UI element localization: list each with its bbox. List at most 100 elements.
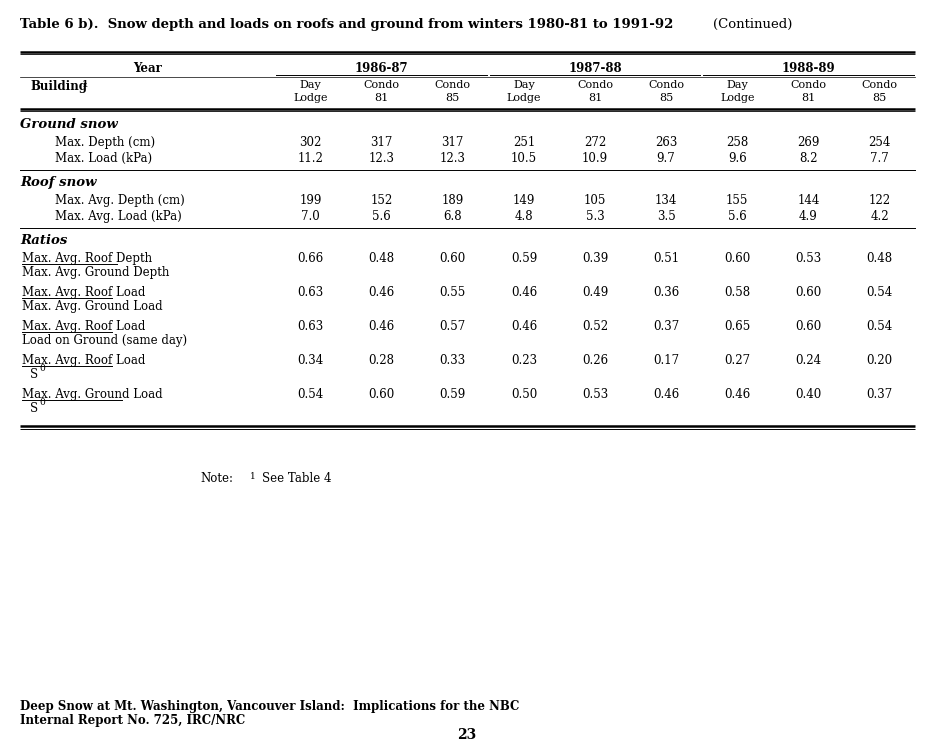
Text: 1: 1 xyxy=(82,80,89,89)
Text: 0.60: 0.60 xyxy=(368,388,395,401)
Text: 0.66: 0.66 xyxy=(297,252,324,265)
Text: 258: 258 xyxy=(726,136,748,149)
Text: Year: Year xyxy=(133,62,162,75)
Text: 134: 134 xyxy=(654,194,677,207)
Text: 10.9: 10.9 xyxy=(582,152,608,165)
Text: 11.2: 11.2 xyxy=(297,152,324,165)
Text: 0.17: 0.17 xyxy=(653,354,679,367)
Text: (Continued): (Continued) xyxy=(713,18,792,31)
Text: 0.26: 0.26 xyxy=(582,354,608,367)
Text: 0.49: 0.49 xyxy=(582,286,608,299)
Text: 0.63: 0.63 xyxy=(297,320,324,333)
Text: 0.65: 0.65 xyxy=(724,320,751,333)
Text: Max. Avg. Roof Depth: Max. Avg. Roof Depth xyxy=(22,252,152,265)
Text: 1988-89: 1988-89 xyxy=(782,62,835,75)
Text: Deep Snow at Mt. Washington, Vancouver Island:  Implications for the NBC: Deep Snow at Mt. Washington, Vancouver I… xyxy=(20,700,519,713)
Text: Max. Avg. Load (kPa): Max. Avg. Load (kPa) xyxy=(55,210,181,223)
Text: Ground snow: Ground snow xyxy=(20,118,118,131)
Text: 0.60: 0.60 xyxy=(795,320,822,333)
Text: 85: 85 xyxy=(659,93,673,103)
Text: 0.58: 0.58 xyxy=(725,286,750,299)
Text: 122: 122 xyxy=(869,194,890,207)
Text: Max. Avg. Roof Load: Max. Avg. Roof Load xyxy=(22,286,145,299)
Text: 12.3: 12.3 xyxy=(368,152,395,165)
Text: Building: Building xyxy=(30,80,87,93)
Text: 0.59: 0.59 xyxy=(439,388,466,401)
Text: Condo: Condo xyxy=(790,80,827,90)
Text: Max. Avg. Ground Load: Max. Avg. Ground Load xyxy=(22,300,163,313)
Text: 0.54: 0.54 xyxy=(867,320,893,333)
Text: 0.57: 0.57 xyxy=(439,320,466,333)
Text: 189: 189 xyxy=(441,194,464,207)
Text: 4.9: 4.9 xyxy=(799,210,818,223)
Text: 3.5: 3.5 xyxy=(656,210,675,223)
Text: 272: 272 xyxy=(583,136,606,149)
Text: Lodge: Lodge xyxy=(720,93,755,103)
Text: Max. Avg. Depth (cm): Max. Avg. Depth (cm) xyxy=(55,194,185,207)
Text: S: S xyxy=(30,368,38,381)
Text: 149: 149 xyxy=(512,194,535,207)
Text: 302: 302 xyxy=(299,136,322,149)
Text: Table 6 b).  Snow depth and loads on roofs and ground from winters 1980-81 to 19: Table 6 b). Snow depth and loads on roof… xyxy=(20,18,678,31)
Text: 0.46: 0.46 xyxy=(653,388,679,401)
Text: 0.37: 0.37 xyxy=(653,320,679,333)
Text: Load on Ground (same day): Load on Ground (same day) xyxy=(22,334,187,347)
Text: 0.20: 0.20 xyxy=(867,354,893,367)
Text: 12.3: 12.3 xyxy=(439,152,466,165)
Text: 85: 85 xyxy=(872,93,886,103)
Text: 317: 317 xyxy=(441,136,464,149)
Text: Condo: Condo xyxy=(364,80,399,90)
Text: 0.60: 0.60 xyxy=(724,252,751,265)
Text: 0.40: 0.40 xyxy=(795,388,822,401)
Text: 0.54: 0.54 xyxy=(297,388,324,401)
Text: 0.59: 0.59 xyxy=(511,252,537,265)
Text: 1987-88: 1987-88 xyxy=(568,62,622,75)
Text: 0: 0 xyxy=(39,398,45,407)
Text: 0.46: 0.46 xyxy=(511,286,537,299)
Text: 152: 152 xyxy=(370,194,393,207)
Text: 269: 269 xyxy=(798,136,819,149)
Text: 0.50: 0.50 xyxy=(511,388,537,401)
Text: 0.33: 0.33 xyxy=(439,354,466,367)
Text: 5.6: 5.6 xyxy=(727,210,746,223)
Text: 0.48: 0.48 xyxy=(368,252,395,265)
Text: Condo: Condo xyxy=(435,80,471,90)
Text: 9.7: 9.7 xyxy=(656,152,675,165)
Text: 0.39: 0.39 xyxy=(582,252,608,265)
Text: 23: 23 xyxy=(457,728,477,741)
Text: 317: 317 xyxy=(370,136,393,149)
Text: 7.7: 7.7 xyxy=(870,152,889,165)
Text: 0.27: 0.27 xyxy=(725,354,750,367)
Text: 7.0: 7.0 xyxy=(301,210,320,223)
Text: Day: Day xyxy=(300,80,322,90)
Text: Max. Load (kPa): Max. Load (kPa) xyxy=(55,152,152,165)
Text: 0.46: 0.46 xyxy=(511,320,537,333)
Text: 0.23: 0.23 xyxy=(511,354,537,367)
Text: Ratios: Ratios xyxy=(20,234,67,247)
Text: Max. Avg. Roof Load: Max. Avg. Roof Load xyxy=(22,354,145,367)
Text: 81: 81 xyxy=(375,93,389,103)
Text: 0.48: 0.48 xyxy=(867,252,893,265)
Text: 1986-87: 1986-87 xyxy=(355,62,409,75)
Text: 263: 263 xyxy=(654,136,677,149)
Text: Max. Avg. Roof Load: Max. Avg. Roof Load xyxy=(22,320,145,333)
Text: 254: 254 xyxy=(869,136,891,149)
Text: Note:: Note: xyxy=(200,472,233,485)
Text: 8.2: 8.2 xyxy=(799,152,817,165)
Text: 0.53: 0.53 xyxy=(582,388,608,401)
Text: Internal Report No. 725, IRC/NRC: Internal Report No. 725, IRC/NRC xyxy=(20,714,245,727)
Text: Day: Day xyxy=(726,80,748,90)
Text: 4.2: 4.2 xyxy=(870,210,889,223)
Text: 0.46: 0.46 xyxy=(368,286,395,299)
Text: Lodge: Lodge xyxy=(507,93,541,103)
Text: 85: 85 xyxy=(446,93,460,103)
Text: 81: 81 xyxy=(801,93,815,103)
Text: 0.28: 0.28 xyxy=(368,354,395,367)
Text: S: S xyxy=(30,402,38,415)
Text: Max. Avg. Ground Depth: Max. Avg. Ground Depth xyxy=(22,266,169,279)
Text: 199: 199 xyxy=(299,194,322,207)
Text: Condo: Condo xyxy=(861,80,898,90)
Text: 105: 105 xyxy=(583,194,606,207)
Text: Roof snow: Roof snow xyxy=(20,176,96,189)
Text: 5.3: 5.3 xyxy=(585,210,604,223)
